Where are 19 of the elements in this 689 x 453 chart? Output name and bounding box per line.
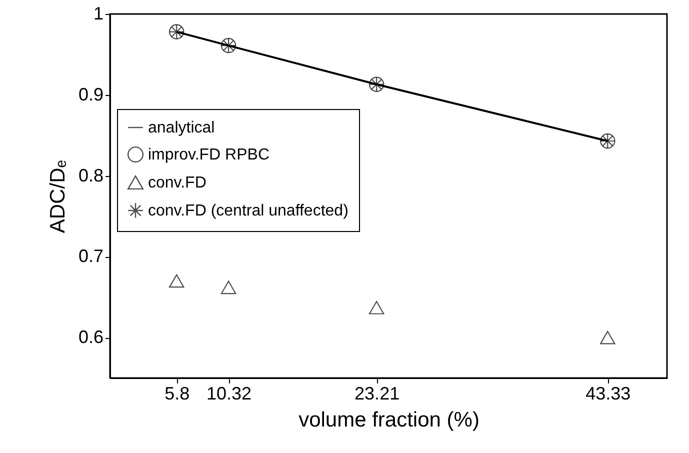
legend-label: conv.FD (central unaffected) [148,202,348,220]
x-axis-title: volume fraction (%) [298,408,480,432]
y-tick-label: 0.9 [78,84,104,104]
legend-label: conv.FD [148,174,206,192]
point [168,274,184,288]
x-tick-label: 43.33 [586,384,631,404]
y-tick-label: 0.8 [78,165,104,186]
legend-label: improv.FD RPBC [148,146,270,164]
y-axis-title: ADC/Dₑ [46,160,70,234]
x-tick-label: 5.8 [164,384,190,404]
point [600,330,616,344]
y-tick-label: 0.6 [78,327,104,348]
y-tick-label: 1 [93,4,104,24]
y-tick-label: 0.7 [78,246,104,266]
point [220,280,236,294]
legend-label: analytical [148,120,215,136]
x-tick-label: 23.21 [354,384,400,404]
point [368,300,384,314]
x-tick-label: 10.32 [206,384,252,404]
